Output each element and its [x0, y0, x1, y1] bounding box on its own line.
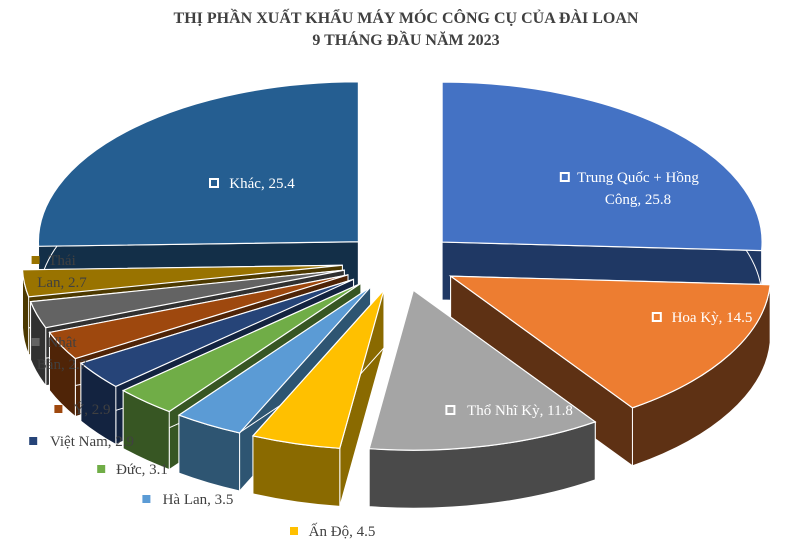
label-marker-5 — [97, 465, 106, 473]
label-marker-6 — [29, 437, 38, 445]
chart-title-block: THỊ PHẦN XUẤT KHẨU MÁY MÓC CÔNG CỤ CỦA Đ… — [0, 8, 812, 52]
pie-slice-top-6 — [79, 278, 354, 388]
data-label-text-9-1: Lan, 2.7 — [37, 275, 87, 291]
data-label-2: Thổ Nhĩ Kỳ, 11.8 — [445, 403, 573, 419]
data-label-text-7-0: Ý, 2.9 — [73, 401, 110, 418]
pie-slice-top-10 — [37, 81, 360, 247]
data-label-4: Hà Lan, 3.5 — [142, 492, 233, 508]
pie-slice-top-1 — [448, 275, 771, 409]
data-label-5: Đức, 3.1 — [97, 462, 168, 478]
data-label-text-9-0: Thái — [48, 253, 76, 269]
pie-slice-top-8 — [29, 269, 345, 329]
label-marker-4 — [142, 495, 151, 503]
pie-slice-0 — [441, 81, 763, 310]
data-label-text-8-1: Bản, 2.7 — [37, 357, 88, 373]
pie-slice-top-0 — [441, 81, 763, 252]
data-label-text-0-0: Trung Quốc + Hồng — [577, 170, 699, 186]
pie-slice-top-3 — [251, 289, 385, 449]
data-label-text-0-1: Công, 25.8 — [605, 192, 671, 208]
data-label-8: Nhật Bản, 2.7 — [31, 335, 88, 373]
label-marker-2 — [445, 405, 456, 415]
pie-slice-2 — [368, 289, 597, 509]
data-label-9: Thái Lan, 2.7 — [31, 253, 87, 291]
pie-slice-top-5 — [121, 282, 362, 413]
label-marker-8 — [31, 338, 40, 346]
chart-subtitle: 9 THÁNG ĐẦU NĂM 2023 — [312, 32, 500, 49]
data-label-text-6-0: Việt Nam, 2.9 — [50, 434, 134, 450]
data-label-text-4-0: Hà Lan, 3.5 — [163, 492, 234, 508]
pie-slice-top-2 — [368, 289, 597, 451]
data-label-1: Hoa Kỳ, 14.5 — [651, 310, 753, 326]
pie-slice-3 — [251, 288, 385, 507]
label-marker-3 — [290, 527, 298, 535]
label-marker-1 — [651, 312, 662, 322]
data-label-7: Ý, 2.9 — [54, 401, 111, 418]
label-marker-7 — [54, 405, 63, 413]
pie-slice-top-7 — [48, 274, 349, 360]
data-label-text-10-0: Khác, 25.4 — [229, 176, 295, 192]
data-label-text-3-0: Ấn Độ, 4.5 — [309, 523, 376, 540]
label-marker-9 — [31, 256, 40, 264]
data-label-text-8-0: Nhật — [47, 335, 77, 351]
data-label-text-5-0: Đức, 3.1 — [116, 462, 168, 478]
chart-title: THỊ PHẦN XUẤT KHẨU MÁY MÓC CÔNG CỤ CỦA Đ… — [173, 10, 639, 27]
data-label-6: Việt Nam, 2.9 — [29, 434, 134, 450]
pie-slice-top-9 — [21, 264, 343, 298]
label-marker-0 — [559, 172, 570, 182]
label-marker-10 — [209, 178, 219, 188]
data-label-text-2-0: Thổ Nhĩ Kỳ, 11.8 — [467, 403, 573, 419]
data-label-0: Trung Quốc + Hồng Công, 25.8 — [559, 170, 699, 208]
data-label-text-1-0: Hoa Kỳ, 14.5 — [672, 310, 753, 326]
pie-slice-top-4 — [177, 286, 372, 434]
data-label-10: Khác, 25.4 — [209, 176, 295, 192]
data-label-3: Ấn Độ, 4.5 — [290, 523, 375, 540]
